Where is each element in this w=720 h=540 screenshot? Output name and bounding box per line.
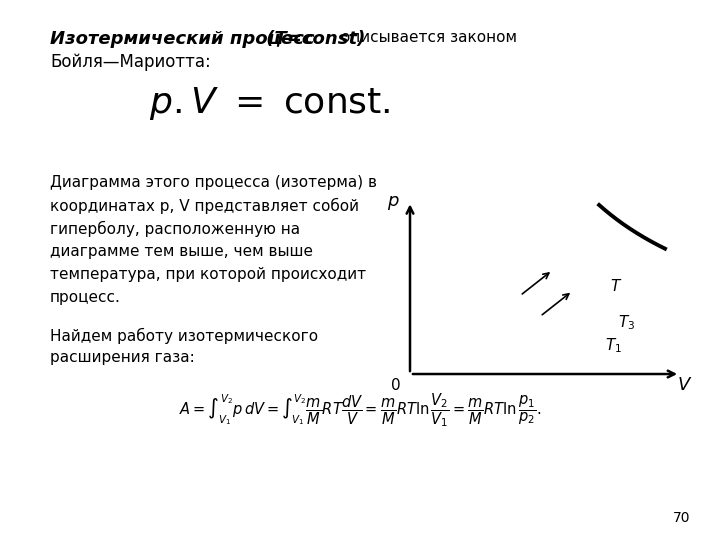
- Text: Найдем работу изотермического: Найдем работу изотермического: [50, 328, 318, 344]
- Text: координатах p, V представляет собой: координатах p, V представляет собой: [50, 198, 359, 214]
- Text: расширения газа:: расширения газа:: [50, 350, 194, 365]
- Text: температура, при которой происходит: температура, при которой происходит: [50, 267, 366, 282]
- Text: Изотермический процесс: Изотермический процесс: [50, 30, 315, 48]
- Text: (Т=const): (Т=const): [260, 30, 365, 48]
- Text: $0$: $0$: [390, 377, 400, 393]
- Text: $A = \int_{V_1}^{V_2} p\,dV = \int_{V_1}^{V_2}\dfrac{m}{M}RT\dfrac{dV}{V} = \dfr: $A = \int_{V_1}^{V_2} p\,dV = \int_{V_1}…: [179, 391, 541, 429]
- Text: $p.V\ =\ \mathrm{const.}$: $p.V\ =\ \mathrm{const.}$: [149, 85, 391, 122]
- Text: $T_3$: $T_3$: [618, 314, 635, 332]
- Text: 70: 70: [672, 511, 690, 525]
- Text: гиперболу, расположенную на: гиперболу, расположенную на: [50, 221, 300, 237]
- Text: $T_1$: $T_1$: [605, 336, 622, 355]
- Text: процесс.: процесс.: [50, 290, 121, 305]
- Text: $p$: $p$: [387, 194, 400, 212]
- Text: диаграмме тем выше, чем выше: диаграмме тем выше, чем выше: [50, 244, 313, 259]
- Text: $V$: $V$: [678, 376, 693, 394]
- Text: описывается законом: описывается законом: [336, 30, 517, 45]
- Text: $T$: $T$: [610, 278, 622, 294]
- Text: Диаграмма этого процесса (изотерма) в: Диаграмма этого процесса (изотерма) в: [50, 175, 377, 190]
- Text: Бойля—Мариотта:: Бойля—Мариотта:: [50, 53, 211, 71]
